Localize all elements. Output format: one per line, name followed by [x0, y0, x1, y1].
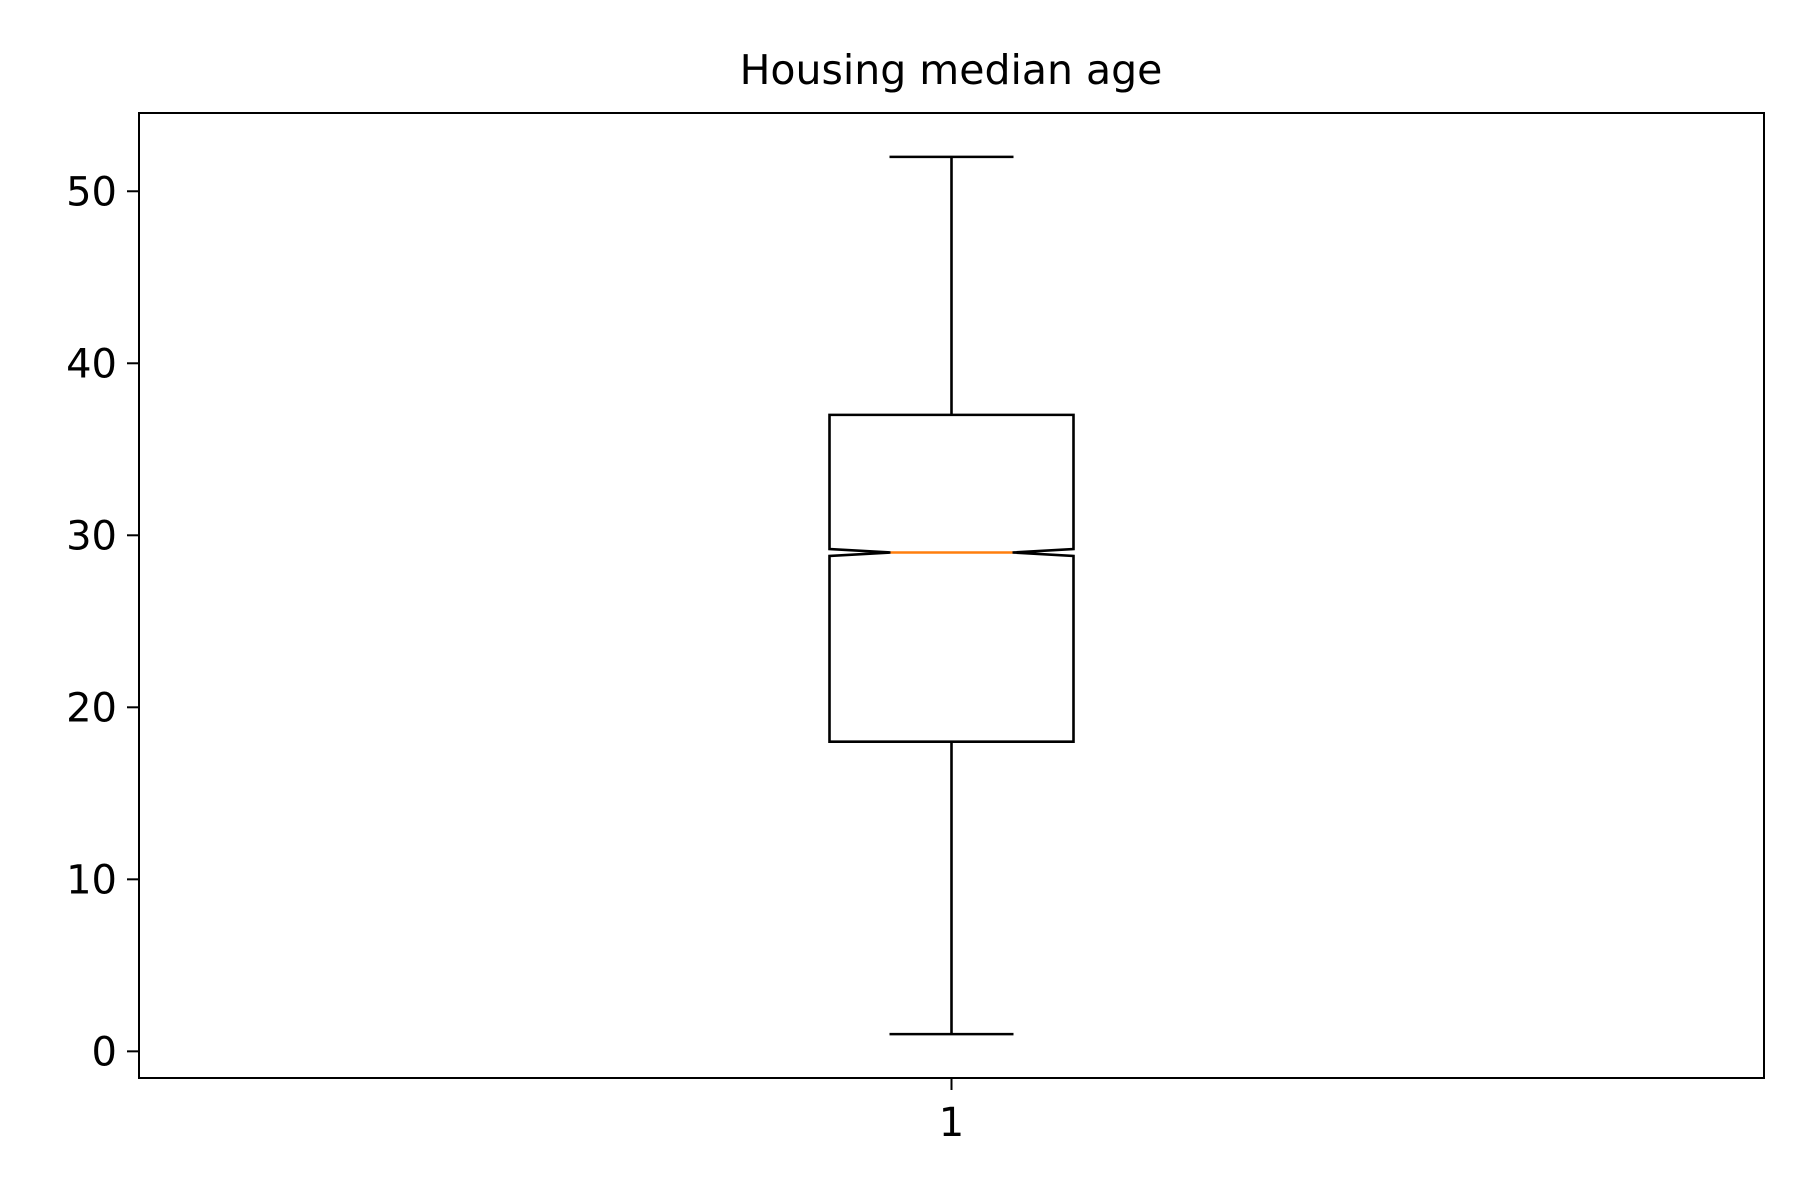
x-axis: 1: [939, 1078, 964, 1146]
notched-box: [828, 413, 1075, 744]
y-tick-label: 0: [92, 1029, 117, 1075]
y-axis: 0 10 20 30 40 50: [66, 169, 139, 1075]
y-tick-label: 30: [66, 513, 117, 559]
x-tick-label: 1: [939, 1100, 964, 1146]
chart-title: Housing median age: [740, 46, 1163, 94]
y-tick-label: 10: [66, 857, 117, 903]
y-tick-label: 50: [66, 169, 117, 215]
y-tick-label: 20: [66, 685, 117, 731]
y-tick-label: 40: [66, 341, 117, 387]
plot-area-frame: [138, 112, 1765, 1079]
plot-marks: [828, 155, 1075, 1036]
